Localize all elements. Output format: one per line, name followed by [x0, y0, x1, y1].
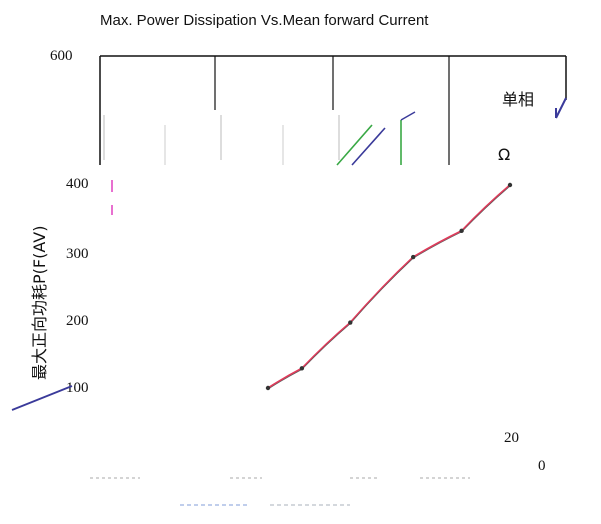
blue-accent [555, 97, 567, 119]
series-line-shadow [267, 185, 511, 390]
legend-label: 单相 [502, 90, 534, 109]
y-axis-label: 最大正向功耗P(F(AV) [30, 226, 49, 380]
legend-marker: Ω [498, 145, 510, 164]
upper-panel [99, 55, 567, 215]
series-group [265, 182, 513, 391]
series-line [267, 184, 511, 389]
y-tick-label: 100 [66, 380, 89, 396]
data-point [299, 366, 305, 371]
green-stroke-4 [400, 111, 416, 121]
chart-title: Max. Power Dissipation Vs.Mean forward C… [100, 12, 429, 29]
green-stroke-2 [351, 127, 386, 166]
data-point [459, 228, 464, 234]
green-stroke-1 [336, 124, 373, 166]
data-point [265, 385, 271, 391]
y-tick-label: 400 [66, 176, 89, 192]
x-axis-fragments [90, 477, 470, 506]
left-blue-stroke [11, 385, 73, 411]
y-tick-label: 300 [66, 246, 89, 262]
x-tick-labels: 20 0 [504, 430, 546, 474]
x-tick-label: 0 [538, 458, 546, 474]
data-point [411, 254, 416, 260]
data-point [348, 320, 353, 325]
y-tick-label: 600 [50, 48, 73, 64]
y-tick-label: 200 [66, 313, 89, 329]
y-tick-labels: 600 400 300 200 100 [50, 48, 89, 396]
data-point [507, 182, 513, 188]
x-tick-label: 20 [504, 430, 519, 446]
